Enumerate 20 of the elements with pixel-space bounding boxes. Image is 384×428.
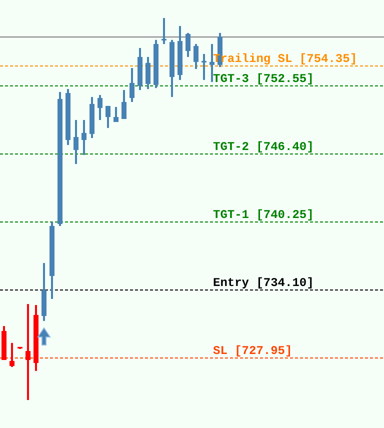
candlestick — [122, 89, 126, 120]
candlestick — [106, 104, 110, 129]
candlestick — [210, 43, 214, 83]
candlestick — [26, 303, 30, 402]
candlestick — [194, 43, 198, 70]
candlestick — [98, 94, 102, 121]
candlestick — [114, 106, 118, 123]
candlestick — [162, 17, 166, 46]
ref-line-label: SL [727.95] — [213, 344, 292, 358]
candlestick — [130, 67, 134, 103]
candlestick — [82, 118, 86, 156]
candlestick — [202, 52, 206, 81]
ref-line-label: Entry [734.10] — [213, 276, 314, 290]
candlestick — [146, 56, 150, 90]
ref-line-label: TGT-2 [746.40] — [213, 140, 314, 154]
candlestick — [186, 32, 190, 58]
candlestick — [74, 118, 78, 166]
candlestick — [10, 342, 14, 368]
ref-line-label: TGT-1 [740.25] — [213, 208, 314, 222]
ref-line-label: TGT-3 [752.55] — [213, 72, 314, 86]
